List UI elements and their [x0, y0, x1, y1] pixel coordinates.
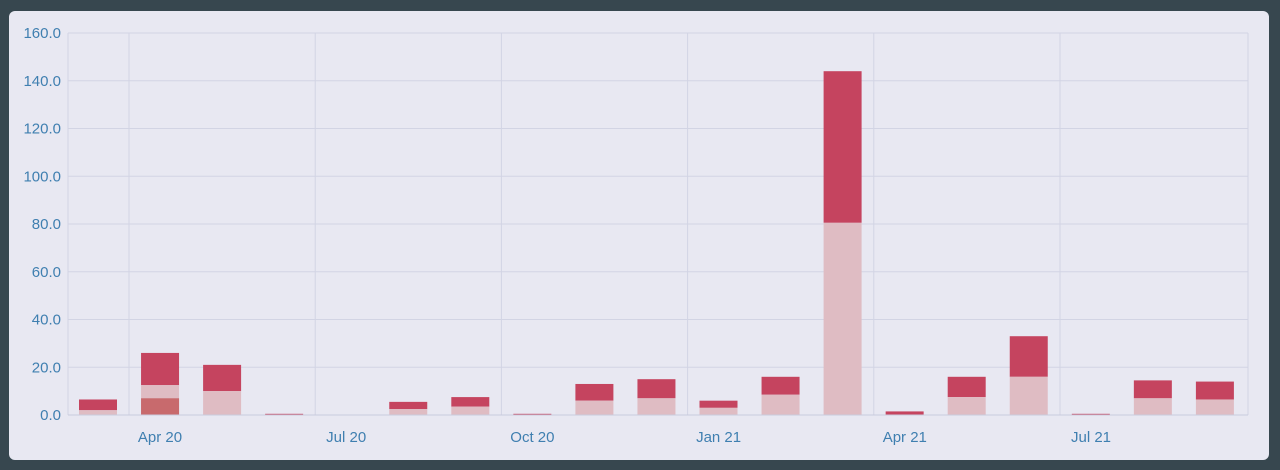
- bar-segment-bottom: [451, 406, 490, 415]
- bar-segment-bottom: [1133, 398, 1172, 415]
- bar-segment-top: [1071, 413, 1110, 415]
- x-tick-label: Jul 21: [1071, 429, 1111, 446]
- bar-segment-bottom: [389, 409, 428, 415]
- bar-segment-top: [451, 397, 490, 407]
- bar-segment-top: [699, 400, 738, 408]
- bar-segment-top: [1195, 381, 1234, 400]
- y-tick-label: 160.0: [23, 25, 61, 42]
- x-tick-label: Jul 20: [326, 429, 366, 446]
- bar-segment-bottom: [947, 397, 986, 415]
- bar-segment-bottom: [203, 391, 242, 415]
- bar-segment-accent: [141, 398, 180, 415]
- y-tick-label: 80.0: [32, 216, 61, 233]
- bar-segment-bottom: [637, 398, 676, 415]
- y-tick-label: 120.0: [23, 121, 61, 138]
- bar-segment-bottom: [79, 410, 117, 415]
- bar-segment-top: [761, 376, 800, 395]
- x-tick-label: Apr 20: [138, 429, 182, 446]
- bar-segment-top: [823, 71, 862, 223]
- bar-segment-top: [513, 413, 552, 415]
- bar-segment-bottom: [761, 394, 800, 415]
- y-tick-label: 20.0: [32, 359, 61, 376]
- bar-segment-top: [389, 401, 428, 410]
- bar-segment-top: [947, 376, 986, 398]
- bar-segment-bottom: [823, 222, 862, 415]
- bar-segment-top: [141, 352, 180, 386]
- y-tick-label: 60.0: [32, 264, 61, 281]
- y-tick-label: 140.0: [23, 73, 61, 90]
- bar-segment-top: [79, 399, 117, 411]
- bar-segment-bottom: [699, 407, 738, 415]
- bar-segment-top: [575, 383, 614, 401]
- bar-segment-bottom: [575, 400, 614, 415]
- y-tick-label: 0.0: [40, 407, 61, 424]
- x-tick-label: Oct 20: [510, 429, 554, 446]
- x-tick-label: Jan 21: [696, 429, 741, 446]
- x-tick-label: Apr 21: [883, 429, 927, 446]
- bar-segment-top: [885, 411, 924, 415]
- bar-segment-top: [265, 413, 304, 415]
- y-tick-label: 100.0: [23, 168, 61, 185]
- bar-segment-bottom: [1009, 376, 1048, 415]
- bar-segment-top: [1133, 380, 1172, 399]
- bar-segment-top: [203, 364, 242, 392]
- bar-segment-top: [1009, 336, 1048, 377]
- bar-segment-bottom: [1195, 399, 1234, 415]
- y-tick-label: 40.0: [32, 312, 61, 329]
- bar-segment-top: [637, 379, 676, 399]
